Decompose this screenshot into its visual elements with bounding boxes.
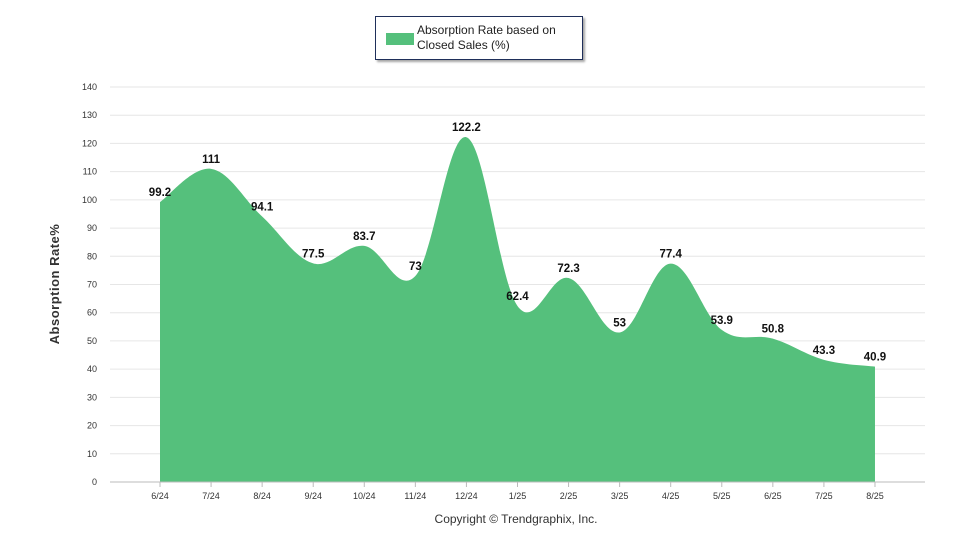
data-label: 77.4: [660, 249, 683, 261]
data-label: 72.3: [557, 263, 579, 275]
data-label: 50.8: [762, 324, 785, 336]
series-area: [160, 137, 875, 483]
x-tick-label: 9/24: [304, 491, 322, 501]
y-tick-label: 20: [87, 421, 97, 431]
y-tick-labels: 0 10 20 30 40 50 60 70 80 90 100 110 120 130 140: [82, 82, 97, 487]
y-tick-label: 90: [87, 223, 97, 233]
data-label: 43.3: [813, 345, 835, 357]
y-tick-label: 110: [83, 167, 97, 177]
legend: Absorption Rate based on Closed Sales (%…: [375, 16, 583, 60]
data-label: 77.5: [302, 248, 325, 260]
copyright-credit: Copyright © Trendgraphix, Inc.: [434, 512, 598, 526]
y-tick-label: 130: [82, 110, 97, 120]
x-tick-label: 7/25: [815, 491, 833, 501]
x-tick-label: 8/25: [866, 491, 884, 501]
data-label: 122.2: [452, 122, 481, 134]
legend-swatch: [386, 33, 414, 45]
data-label: 73: [409, 261, 422, 273]
y-tick-label: 60: [87, 308, 97, 318]
y-tick-label: 10: [87, 449, 97, 459]
y-tick-label: 140: [82, 82, 97, 92]
data-labels: 99.2 111 94.1 77.5 83.7 73 122.2 62.4 72.3 53 77.4…: [149, 122, 886, 363]
axes: [110, 481, 925, 487]
data-label: 99.2: [149, 187, 171, 199]
x-tick-label: 2/25: [560, 491, 578, 501]
x-tick-label: 1/25: [509, 491, 527, 501]
y-tick-label: 80: [87, 251, 97, 261]
data-label: 40.9: [864, 352, 886, 364]
x-tick-label: 7/24: [202, 491, 220, 501]
data-label: 111: [202, 154, 221, 166]
data-label: 83.7: [353, 231, 375, 243]
data-label: 94.1: [251, 202, 274, 214]
y-tick-label: 50: [87, 336, 97, 346]
data-label: 53: [613, 317, 626, 329]
x-tick-label: 11/24: [404, 491, 426, 501]
y-tick-label: 0: [92, 477, 97, 487]
x-tick-label: 12/24: [455, 491, 478, 501]
series-area-path: [160, 137, 875, 483]
x-tick-labels: 6/24 7/24 8/24 9/24 10/24 11/24 12/24 1/25 2/25 3…: [151, 491, 884, 501]
y-tick-label: 40: [87, 364, 97, 374]
legend-label: Absorption Rate based on Closed Sales (%…: [417, 23, 556, 52]
y-tick-label: 70: [87, 280, 97, 290]
x-tick-label: 10/24: [353, 491, 376, 501]
y-axis-title: Absorption Rate%: [47, 224, 62, 345]
x-tick-label: 4/25: [662, 491, 680, 501]
y-tick-label: 30: [87, 392, 97, 402]
y-tick-label: 120: [82, 138, 97, 148]
data-label: 62.4: [506, 291, 529, 303]
x-tick-label: 6/25: [764, 491, 782, 501]
x-tick-label: 8/24: [253, 491, 271, 501]
x-tick-label: 6/24: [151, 491, 169, 501]
y-tick-label: 100: [82, 195, 97, 205]
data-label: 53.9: [711, 315, 733, 327]
x-tick-label: 3/25: [611, 491, 629, 501]
x-tick-label: 5/25: [713, 491, 731, 501]
